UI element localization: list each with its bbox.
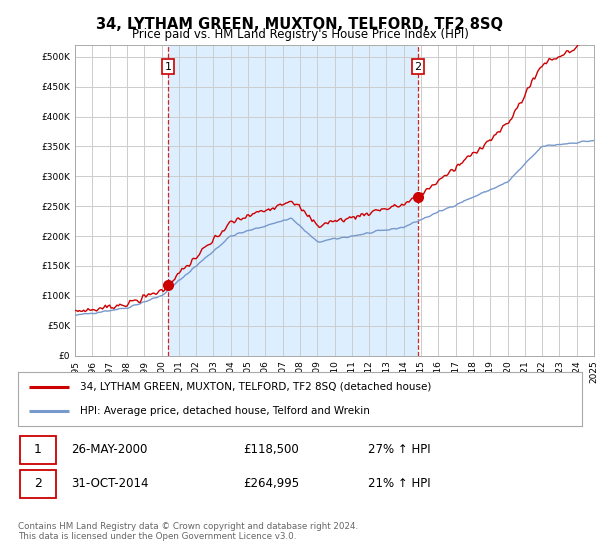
Text: 34, LYTHAM GREEN, MUXTON, TELFORD, TF2 8SQ: 34, LYTHAM GREEN, MUXTON, TELFORD, TF2 8… <box>97 17 503 32</box>
Text: 21% ↑ HPI: 21% ↑ HPI <box>368 478 430 491</box>
Text: £264,995: £264,995 <box>244 478 300 491</box>
Bar <box>168 45 418 356</box>
Text: Price paid vs. HM Land Registry's House Price Index (HPI): Price paid vs. HM Land Registry's House … <box>131 28 469 41</box>
Text: 27% ↑ HPI: 27% ↑ HPI <box>368 444 430 456</box>
Text: 2: 2 <box>34 478 42 491</box>
FancyBboxPatch shape <box>20 436 56 464</box>
Text: 2: 2 <box>415 62 422 72</box>
Text: 26-MAY-2000: 26-MAY-2000 <box>71 444 148 456</box>
Text: 1: 1 <box>164 62 172 72</box>
Text: 1: 1 <box>34 444 42 456</box>
Text: 31-OCT-2014: 31-OCT-2014 <box>71 478 149 491</box>
Text: £118,500: £118,500 <box>244 444 299 456</box>
FancyBboxPatch shape <box>20 470 56 498</box>
Text: HPI: Average price, detached house, Telford and Wrekin: HPI: Average price, detached house, Telf… <box>80 406 370 416</box>
Text: Contains HM Land Registry data © Crown copyright and database right 2024.
This d: Contains HM Land Registry data © Crown c… <box>18 522 358 542</box>
Text: 34, LYTHAM GREEN, MUXTON, TELFORD, TF2 8SQ (detached house): 34, LYTHAM GREEN, MUXTON, TELFORD, TF2 8… <box>80 382 431 392</box>
